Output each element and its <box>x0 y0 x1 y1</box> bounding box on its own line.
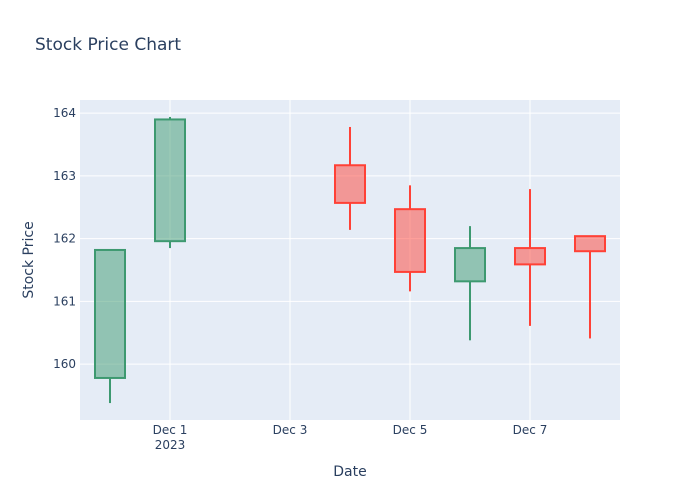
x-tick-label: Dec 7 <box>513 423 548 437</box>
candle-body <box>154 118 186 243</box>
y-tick-label: 160 <box>53 357 76 371</box>
y-axis-label: Stock Price <box>21 221 37 298</box>
x-tick-label: Dec 3 <box>273 423 308 437</box>
y-tick-label: 161 <box>53 294 76 308</box>
x-tick-label: Dec 1 <box>153 423 188 437</box>
candle-body <box>334 164 366 204</box>
y-tick-label: 163 <box>53 169 76 183</box>
candle-body <box>454 247 486 283</box>
candle-body <box>94 248 126 379</box>
x-axis-label: Date <box>333 464 366 480</box>
candle-body <box>574 235 606 253</box>
chart-title: Stock Price Chart <box>35 35 181 55</box>
x-year-label: 2023 <box>155 438 186 452</box>
x-tick-label: Dec 5 <box>393 423 428 437</box>
candle-body <box>514 247 546 266</box>
y-tick-label: 162 <box>53 232 76 246</box>
candle-body <box>394 208 426 273</box>
y-tick-label: 164 <box>53 106 76 120</box>
